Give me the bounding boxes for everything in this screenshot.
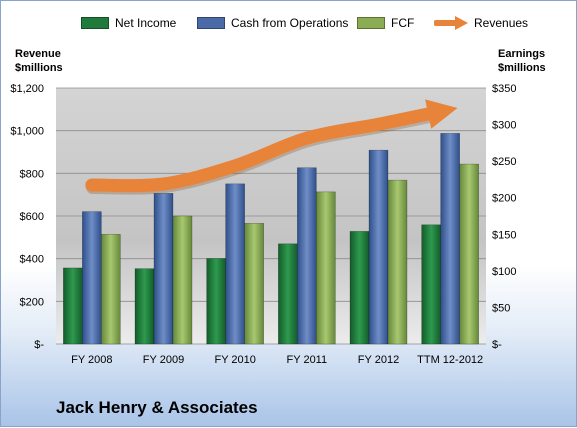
bar-net-income — [278, 243, 298, 345]
left-axis-title: Revenue $millions — [15, 47, 63, 75]
bar-net-income — [206, 258, 226, 345]
legend-arrow-icon — [434, 16, 468, 30]
category-label: FY 2011 — [287, 354, 328, 366]
right-tick-label: $350 — [492, 83, 516, 95]
chart-title: Jack Henry & Associates — [56, 398, 258, 417]
bar-net-income — [134, 268, 155, 345]
legend-label: FCF — [391, 16, 415, 30]
left-tick-label: $800 — [20, 168, 44, 180]
legend-item-net-income: Net Income — [81, 16, 176, 30]
left-tick-label: $600 — [20, 211, 44, 223]
left-tick-label: $200 — [20, 296, 44, 308]
left-tick-label: $1,200 — [10, 83, 44, 95]
legend-swatch — [81, 17, 109, 29]
left-tick-label: $- — [34, 339, 44, 351]
category-label: TTM 12-2012 — [417, 354, 483, 366]
right-tick-label: $200 — [492, 193, 516, 205]
right-axis-title-line2: $millions — [498, 62, 546, 74]
category-label: FY 2008 — [71, 354, 112, 366]
bar-fcf — [244, 223, 264, 345]
bar-fcf — [101, 233, 121, 345]
legend-label: Revenues — [474, 16, 529, 30]
bar-net-income — [421, 224, 441, 345]
legend-label: Cash from Operations — [231, 16, 349, 30]
category-label: FY 2009 — [143, 354, 184, 366]
legend-item-cash-from-operations: Cash from Operations — [197, 16, 348, 30]
legend-swatch — [197, 17, 225, 29]
bar-cash-from-operations — [153, 193, 174, 345]
left-tick-label: $400 — [20, 254, 44, 266]
bar-fcf — [172, 215, 193, 345]
bar-cash-from-operations — [368, 149, 389, 345]
legend-item-revenues: Revenues — [434, 16, 528, 30]
tick-labels: $- $200 $400 $600 $800 $1,000 $1,200 $- $50 $100 $… — [10, 83, 516, 366]
bar-fcf — [316, 191, 336, 345]
right-tick-label: $250 — [492, 156, 516, 168]
right-axis-title-line1: Earnings — [498, 48, 546, 60]
bar-fcf — [459, 163, 479, 345]
legend-item-fcf: FCF — [357, 16, 414, 30]
category-label: FY 2010 — [214, 354, 255, 366]
right-tick-label: $100 — [492, 266, 516, 278]
bar-cash-from-operations — [440, 133, 460, 345]
gridlines — [56, 87, 486, 345]
right-tick-label: $50 — [492, 302, 510, 314]
right-axis-title: Earnings $millions — [498, 47, 546, 75]
bar-net-income — [63, 267, 83, 345]
left-axis-title-line2: $millions — [15, 62, 63, 74]
legend-label: Net Income — [115, 16, 177, 30]
right-tick-label: $150 — [492, 229, 516, 241]
revenue-arrowhead — [425, 99, 458, 129]
left-tick-label: $1,000 — [10, 126, 44, 138]
right-tick-label: $300 — [492, 120, 516, 132]
bar-cash-from-operations — [297, 167, 317, 345]
bar-cash-from-operations — [225, 183, 245, 345]
category-label: FY 2012 — [358, 354, 399, 366]
right-tick-label: $- — [492, 339, 502, 351]
revenue-arrow-group — [85, 99, 458, 195]
bar-cash-from-operations — [82, 211, 102, 345]
bar-fcf — [387, 179, 408, 345]
bar-net-income — [349, 231, 370, 345]
left-axis-title-line1: Revenue — [15, 48, 61, 60]
bars-group — [63, 133, 479, 345]
revenue-line — [85, 107, 435, 193]
legend-swatch — [357, 17, 385, 29]
